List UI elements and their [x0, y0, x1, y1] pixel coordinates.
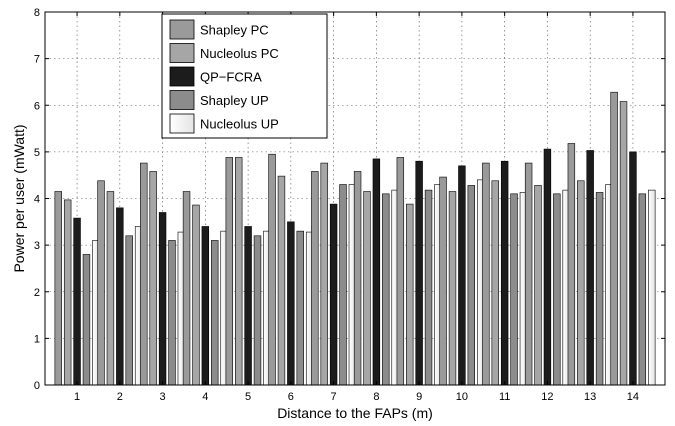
x-tick-label: 5: [245, 391, 251, 403]
bar-2: [363, 191, 371, 386]
y-tick-label: 0: [34, 380, 40, 392]
legend-swatch: [169, 43, 195, 63]
legend-entry-label: Nucleolus PC: [200, 46, 279, 61]
x-tick-label: 3: [160, 391, 166, 403]
bar-1: [482, 162, 490, 386]
bar-1: [439, 176, 447, 386]
bar-3: [372, 158, 381, 386]
bar-2: [106, 191, 115, 386]
y-tick-label: 8: [34, 7, 40, 19]
x-tick-label: 11: [499, 391, 510, 403]
bar-2: [192, 204, 200, 386]
x-tick-label: 6: [288, 391, 294, 403]
bar-4: [296, 230, 304, 386]
bar-3: [329, 203, 338, 386]
bar-4: [253, 235, 262, 386]
bar-4: [424, 189, 433, 386]
bar-1: [353, 171, 362, 386]
bar-3: [287, 221, 295, 386]
bar-1: [268, 153, 276, 386]
bar-4: [638, 193, 647, 386]
x-tick-label: 12: [541, 391, 553, 403]
bar-1: [97, 180, 105, 386]
bar-3: [458, 165, 466, 386]
bar-4: [168, 240, 176, 386]
bar-3: [415, 160, 423, 386]
bar-1: [567, 143, 576, 386]
bar-4: [595, 192, 604, 386]
bar-4: [510, 193, 518, 386]
bar-3: [201, 226, 210, 386]
legend: Shapley PC Nucleolus PC QP−FCRA Shapley UP N…: [161, 13, 328, 139]
bar-2: [235, 157, 243, 386]
bar-3: [116, 207, 124, 386]
y-tick-label: 1: [34, 333, 40, 345]
bar-3: [543, 148, 552, 386]
bar-4: [553, 193, 561, 386]
bar-4: [339, 184, 347, 386]
legend-swatch: [169, 66, 195, 87]
x-tick-label: 1: [74, 391, 80, 403]
bar-2: [619, 101, 628, 386]
bar-1: [311, 171, 319, 386]
bar-1: [54, 191, 62, 386]
bar-4: [382, 193, 390, 386]
legend-swatch: [169, 19, 195, 40]
bar-2: [320, 162, 328, 386]
legend-swatch: [169, 90, 195, 110]
x-tick-label: 4: [202, 391, 208, 403]
y-tick-label: 2: [34, 287, 40, 299]
legend-entry-label: Shapley PC: [200, 23, 269, 38]
bar-2: [534, 185, 542, 386]
bar-1: [524, 162, 533, 386]
bar-4: [211, 240, 219, 386]
bar-1: [396, 157, 405, 386]
bar-3: [500, 160, 509, 386]
bar-3: [73, 217, 81, 386]
bar-1: [225, 157, 234, 386]
bar-5: [648, 189, 656, 386]
x-tick-label: 8: [373, 391, 379, 403]
bar-2: [277, 175, 286, 386]
bar-4: [82, 254, 91, 386]
bar-2: [406, 203, 414, 386]
bars: [54, 91, 656, 386]
bar-3: [586, 150, 594, 386]
bar-1: [140, 162, 148, 386]
x-axis-label: Distance to the FAPs (m): [277, 405, 433, 421]
bar-2: [448, 191, 457, 386]
y-tick-label: 4: [34, 194, 40, 206]
bar-3: [629, 151, 637, 386]
legend-entry-label: QP−FCRA: [200, 70, 262, 85]
bar-4: [467, 185, 475, 386]
x-tick-label: 10: [456, 391, 468, 403]
x-tick-label: 13: [584, 391, 596, 403]
bar-2: [149, 171, 157, 386]
bar-2: [63, 199, 72, 386]
bar-1: [610, 91, 618, 386]
x-tick-label: 9: [416, 391, 422, 403]
y-tick-label: 6: [34, 100, 40, 112]
legend-entry-label: Shapley UP: [200, 93, 269, 108]
y-tick-label: 3: [34, 240, 40, 252]
bar-4: [125, 235, 133, 386]
bar-3: [158, 212, 167, 386]
bar-2: [491, 180, 499, 386]
y-tick-label: 7: [34, 54, 40, 66]
legend-swatch: [169, 113, 195, 134]
x-tick-label: 14: [627, 391, 639, 403]
x-tick-label: 2: [117, 391, 123, 403]
legend-entry-label: Nucleolus UP: [200, 117, 279, 132]
y-axis-label: Power per user (mWatt): [11, 124, 27, 272]
bar-1: [182, 191, 191, 386]
bar-2: [577, 180, 585, 386]
x-tick-label: 7: [331, 391, 337, 403]
y-tick-label: 5: [34, 147, 40, 159]
bar-3: [244, 226, 252, 386]
